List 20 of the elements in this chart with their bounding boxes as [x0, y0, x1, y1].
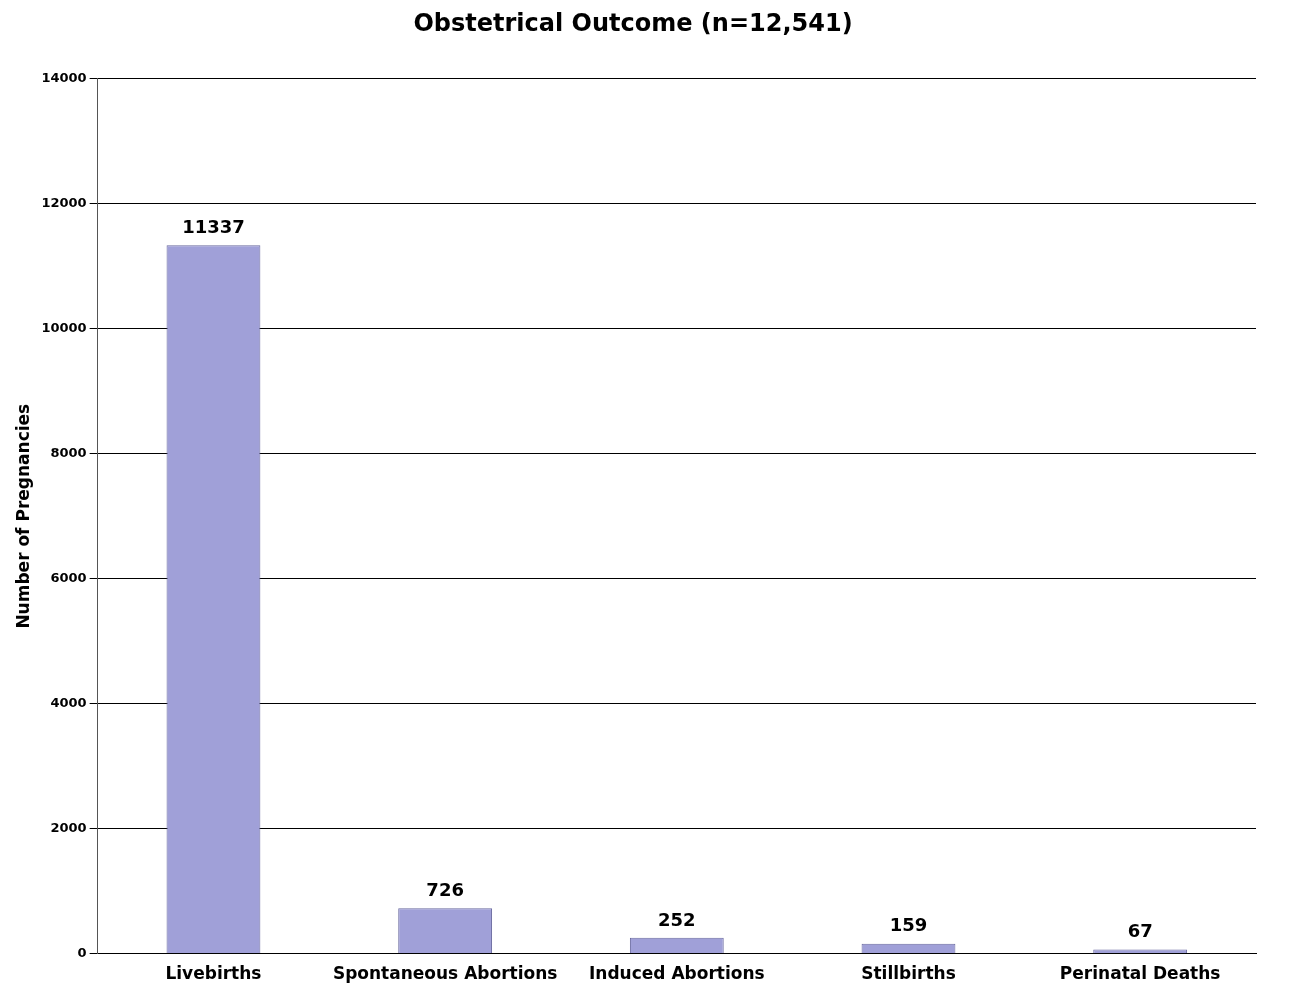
data-label: 11337	[182, 215, 245, 237]
y-tick-label: 2000	[50, 820, 87, 835]
y-tick-label: 4000	[50, 695, 87, 711]
x-tick-label: Stillbirths	[861, 963, 956, 984]
chart-title: Obstetrical Outcome (n=12,541)	[413, 8, 853, 37]
x-tick-label: Perinatal Deaths	[1059, 963, 1221, 984]
x-tick-label: Induced Abortions	[588, 963, 765, 984]
y-tick-label: 12000	[41, 195, 87, 211]
y-axis-title: Number of Pregnancies	[12, 403, 33, 629]
y-tick-label: 0	[77, 944, 87, 960]
x-tick-label: Spontaneous Abortions	[332, 963, 558, 984]
y-tick-label: 8000	[50, 445, 87, 461]
data-label: 67	[1127, 920, 1153, 942]
data-label: 252	[658, 908, 696, 930]
y-tick-label: 14000	[41, 70, 87, 86]
data-label: 726	[426, 878, 464, 900]
x-tick-label: Livebirths	[165, 963, 262, 984]
data-label: 159	[889, 914, 928, 936]
y-tick-label: 6000	[50, 570, 87, 586]
y-tick-label: 10000	[41, 320, 87, 336]
